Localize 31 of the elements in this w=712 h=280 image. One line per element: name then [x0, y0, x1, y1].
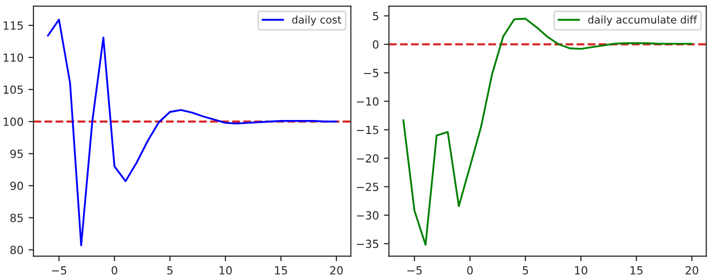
y-tick-label: 95 [10, 150, 23, 158]
legend-label: daily cost [292, 16, 342, 26]
x-tick-label: 15 [275, 266, 288, 275]
y-tick-label: 5 [372, 12, 378, 20]
y-tick-label: −5 [364, 68, 378, 78]
y-tick-label: 110 [4, 53, 24, 62]
y-tick-label: 0 [372, 40, 378, 49]
x-tick-label: 20 [330, 266, 343, 275]
x-tick-label: 0 [112, 266, 118, 275]
x-tick-label: 10 [220, 266, 232, 275]
y-tick-label: 80 [10, 246, 24, 254]
y-tick-label: 90 [10, 182, 24, 190]
x-tick-label: 20 [686, 266, 698, 275]
x-tick-label: −5 [407, 266, 422, 275]
y-tick-label: −25 [356, 182, 378, 192]
x-tick-label: 5 [522, 266, 528, 275]
x-tick-label: −5 [52, 266, 66, 275]
x-tick-label: 15 [630, 266, 642, 275]
y-tick-label: −30 [356, 211, 378, 220]
y-tick-label: 100 [4, 118, 24, 126]
x-tick-label: 5 [167, 266, 173, 275]
x-tick-label: 10 [575, 266, 588, 275]
y-tick-label: −20 [356, 154, 378, 163]
y-tick-label: −15 [356, 126, 378, 134]
y-tick-label: 115 [4, 22, 23, 30]
legend-label: daily accumulate diff [588, 16, 698, 26]
y-tick-label: 85 [10, 214, 23, 222]
x-tick-label: 0 [467, 266, 473, 275]
y-tick-label: −10 [356, 97, 378, 106]
y-tick-label: −35 [356, 240, 378, 248]
y-tick-label: 105 [4, 85, 23, 94]
